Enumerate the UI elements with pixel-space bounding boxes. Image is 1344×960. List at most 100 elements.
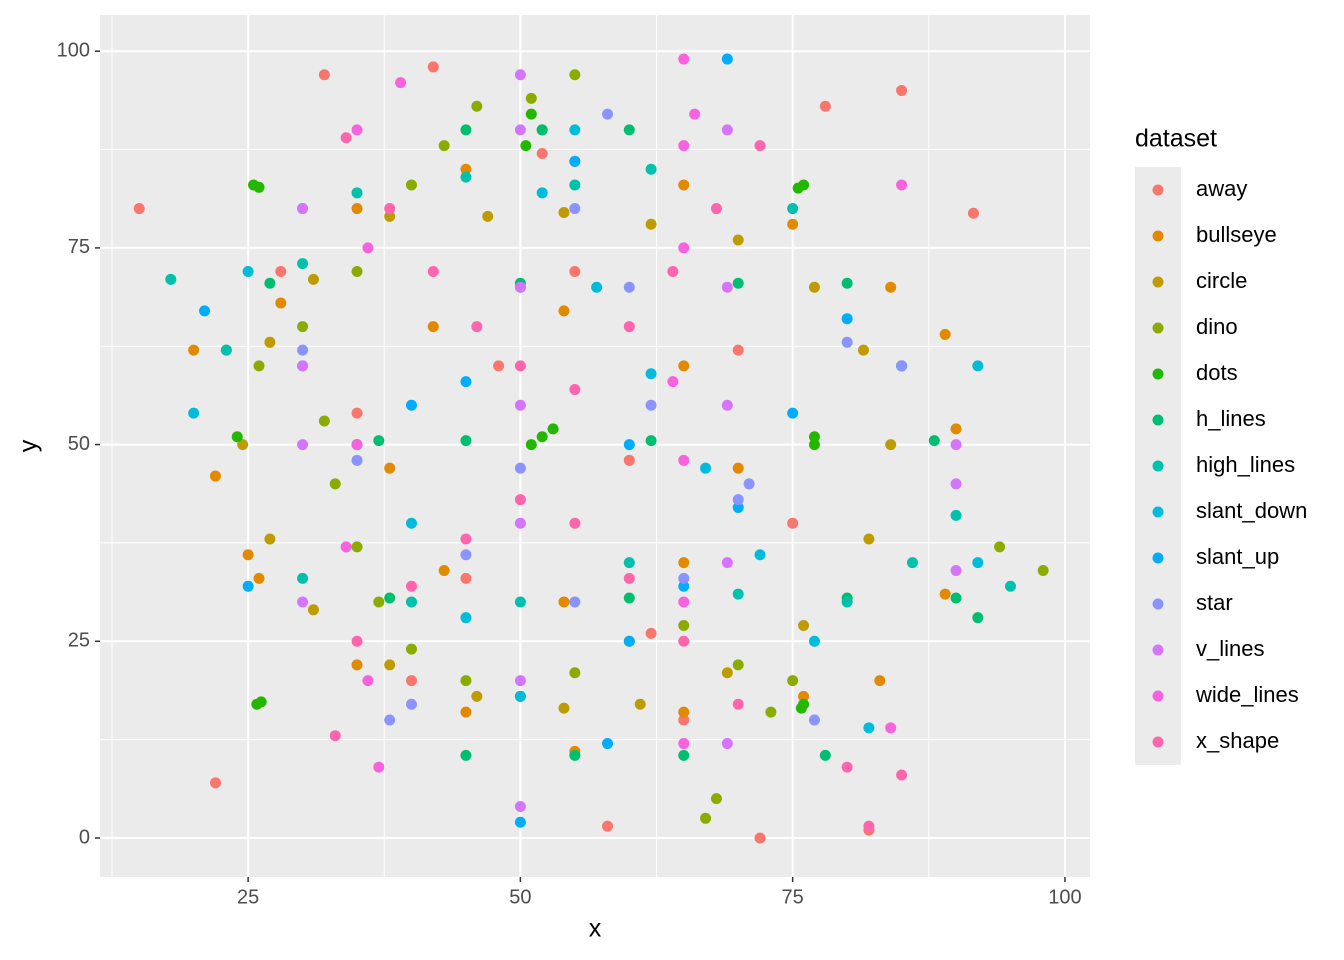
point (569, 265, 581, 277)
point (754, 140, 766, 152)
point (896, 85, 908, 97)
point (253, 572, 265, 584)
x-tick-label: 25 (237, 886, 259, 908)
point (460, 612, 472, 624)
point (645, 399, 657, 411)
point (264, 277, 276, 289)
point (373, 596, 385, 608)
point (384, 592, 396, 604)
point (471, 321, 483, 333)
point (536, 147, 548, 159)
point (307, 604, 319, 616)
point (460, 171, 472, 183)
point (623, 635, 635, 647)
point (514, 124, 526, 136)
legend-swatch (1152, 276, 1164, 288)
point (514, 675, 526, 687)
point (787, 675, 799, 687)
point (405, 675, 417, 687)
point (808, 281, 820, 293)
legend-swatch (1152, 368, 1164, 380)
legend-label: slant_down (1196, 498, 1307, 523)
legend-label: away (1196, 176, 1247, 201)
point (351, 265, 363, 277)
point (645, 218, 657, 230)
point (1004, 580, 1016, 592)
point (264, 533, 276, 545)
point (939, 328, 951, 340)
point (667, 265, 679, 277)
point (795, 702, 807, 714)
point (939, 588, 951, 600)
point (460, 549, 472, 561)
point (275, 297, 287, 309)
point (787, 517, 799, 529)
point (438, 564, 450, 576)
point (264, 336, 276, 348)
point (678, 179, 690, 191)
point (950, 509, 962, 521)
point (209, 777, 221, 789)
point (297, 321, 309, 333)
point (950, 423, 962, 435)
point (569, 596, 581, 608)
point (199, 305, 211, 317)
point (754, 549, 766, 561)
point (395, 77, 407, 89)
point (863, 722, 875, 734)
legend-swatch (1152, 230, 1164, 242)
legend-swatch (1152, 598, 1164, 610)
point (841, 596, 853, 608)
point (297, 596, 309, 608)
point (493, 360, 505, 372)
point (438, 140, 450, 152)
point (460, 435, 472, 447)
point (787, 203, 799, 215)
point (275, 265, 287, 277)
point (732, 462, 744, 474)
point (351, 635, 363, 647)
point (623, 281, 635, 293)
point (329, 478, 341, 490)
point (536, 431, 548, 443)
legend-label: v_lines (1196, 636, 1264, 661)
point (165, 273, 177, 285)
point (242, 549, 254, 561)
point (237, 439, 249, 451)
point (318, 415, 330, 427)
point (520, 140, 532, 152)
legend-label: x_shape (1196, 728, 1279, 753)
point (885, 281, 897, 293)
point (967, 207, 979, 219)
point (460, 376, 472, 388)
point (405, 596, 417, 608)
point (460, 706, 472, 718)
point (602, 820, 614, 832)
point (906, 557, 918, 569)
point (950, 439, 962, 451)
legend-label: h_lines (1196, 406, 1266, 431)
legend-label: dots (1196, 360, 1238, 385)
point (351, 659, 363, 671)
point (460, 572, 472, 584)
point (700, 812, 712, 824)
point (384, 714, 396, 726)
point (569, 124, 581, 136)
point (514, 801, 526, 813)
point (841, 761, 853, 773)
point (569, 155, 581, 167)
point (602, 108, 614, 120)
point (514, 690, 526, 702)
legend-swatch (1152, 506, 1164, 518)
legend-swatch (1152, 322, 1164, 334)
point (362, 242, 374, 254)
legend-label: high_lines (1196, 452, 1295, 477)
point (896, 360, 908, 372)
point (471, 100, 483, 112)
point (460, 163, 472, 175)
point (623, 454, 635, 466)
point (721, 281, 733, 293)
point (569, 517, 581, 529)
point (384, 659, 396, 671)
point (994, 541, 1006, 553)
